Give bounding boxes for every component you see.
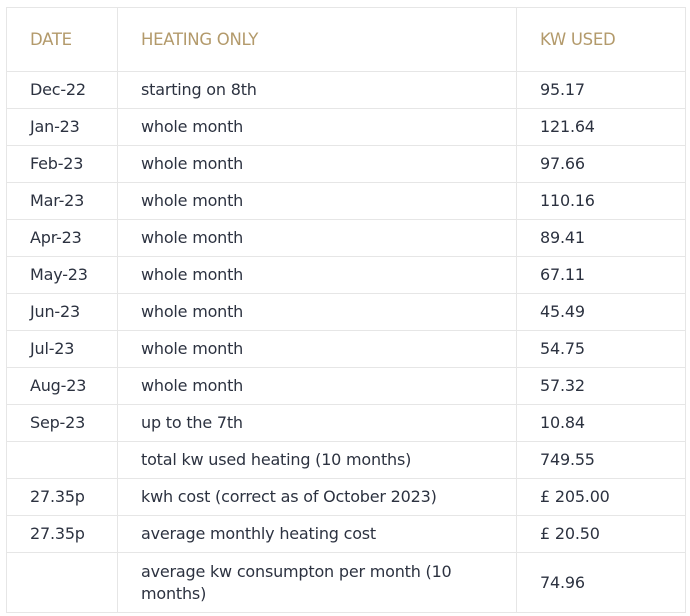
date-cell: May-23 [6, 256, 118, 294]
table-row: May-23 whole month 67.11 [6, 256, 686, 294]
date-cell: Jul-23 [6, 330, 118, 368]
description-cell: kwh cost (correct as of October 2023) [117, 478, 517, 516]
table-row: Dec-22 starting on 8th 95.17 [6, 71, 686, 109]
kw-used-cell: 54.75 [516, 330, 686, 368]
table-row: Apr-23 whole month 89.41 [6, 219, 686, 257]
description-cell: total kw used heating (10 months) [117, 441, 517, 479]
kw-used-cell: 89.41 [516, 219, 686, 257]
table-row-cost: 27.35p kwh cost (correct as of October 2… [6, 478, 686, 516]
description-cell: starting on 8th [117, 71, 517, 109]
kw-used-cell: 74.96 [516, 552, 686, 613]
table-row: Jan-23 whole month 121.64 [6, 108, 686, 146]
description-cell: average monthly heating cost [117, 515, 517, 553]
kw-used-cell: 95.17 [516, 71, 686, 109]
description-cell: whole month [117, 145, 517, 183]
date-cell: Aug-23 [6, 367, 118, 405]
header-date: DATE [6, 7, 118, 72]
rate-cell: 27.35p [6, 515, 118, 553]
header-heating-only: HEATING ONLY [117, 7, 517, 72]
kw-used-cell: 121.64 [516, 108, 686, 146]
kw-used-cell: 110.16 [516, 182, 686, 220]
kw-used-cell: 45.49 [516, 293, 686, 331]
date-cell: Feb-23 [6, 145, 118, 183]
table-row: Jun-23 whole month 45.49 [6, 293, 686, 331]
kw-used-cell: 749.55 [516, 441, 686, 479]
cost-cell: £ 20.50 [516, 515, 686, 553]
table-row: Feb-23 whole month 97.66 [6, 145, 686, 183]
heating-usage-table: DATE HEATING ONLY KW USED Dec-22 startin… [6, 7, 686, 613]
table-row: Sep-23 up to the 7th 10.84 [6, 404, 686, 442]
description-cell: average kw consumpton per month (10 mont… [117, 552, 517, 613]
date-cell [6, 552, 118, 613]
description-cell: whole month [117, 256, 517, 294]
description-cell: up to the 7th [117, 404, 517, 442]
header-row: DATE HEATING ONLY KW USED [6, 7, 686, 72]
date-cell: Apr-23 [6, 219, 118, 257]
date-cell: Jun-23 [6, 293, 118, 331]
table-row-average-cost: 27.35p average monthly heating cost £ 20… [6, 515, 686, 553]
date-cell: Dec-22 [6, 71, 118, 109]
date-cell [6, 441, 118, 479]
description-cell: whole month [117, 330, 517, 368]
table-row: Jul-23 whole month 54.75 [6, 330, 686, 368]
table-row: Mar-23 whole month 110.16 [6, 182, 686, 220]
kw-used-cell: 10.84 [516, 404, 686, 442]
kw-used-cell: 97.66 [516, 145, 686, 183]
description-cell: whole month [117, 108, 517, 146]
description-cell: whole month [117, 219, 517, 257]
date-cell: Mar-23 [6, 182, 118, 220]
kw-used-cell: 67.11 [516, 256, 686, 294]
table-row-total: total kw used heating (10 months) 749.55 [6, 441, 686, 479]
table-row-average-kw: average kw consumpton per month (10 mont… [6, 552, 686, 613]
cost-cell: £ 205.00 [516, 478, 686, 516]
rate-cell: 27.35p [6, 478, 118, 516]
kw-used-cell: 57.32 [516, 367, 686, 405]
header-kw-used: KW USED [516, 7, 686, 72]
description-cell: whole month [117, 293, 517, 331]
date-cell: Jan-23 [6, 108, 118, 146]
description-cell: whole month [117, 182, 517, 220]
description-cell: whole month [117, 367, 517, 405]
date-cell: Sep-23 [6, 404, 118, 442]
table-row: Aug-23 whole month 57.32 [6, 367, 686, 405]
